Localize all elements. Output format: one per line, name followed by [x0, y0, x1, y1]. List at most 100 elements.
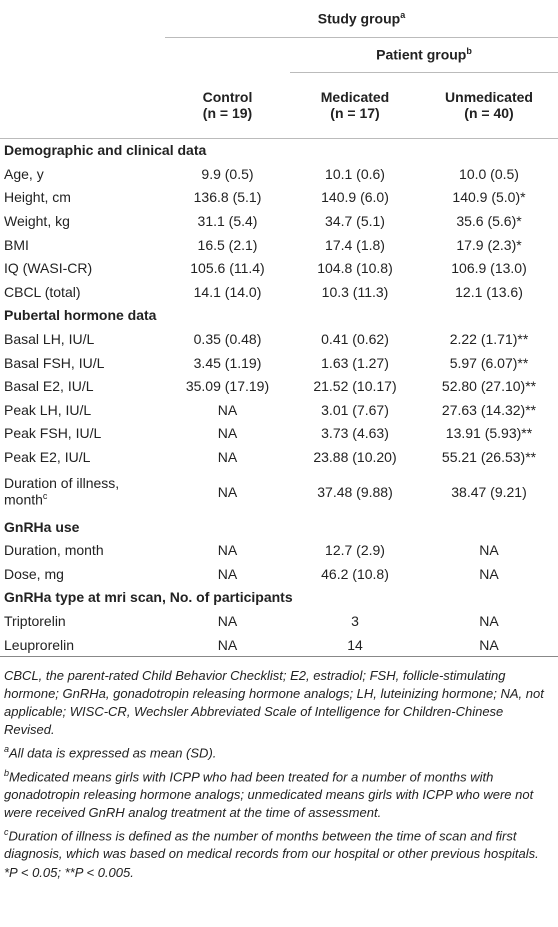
table-cell: 55.21 (26.53)**: [441, 449, 537, 466]
empty-cell: [165, 37, 290, 72]
table-cell: NA: [217, 542, 238, 559]
header-text: Patient group: [376, 46, 467, 63]
table-cell: 12.1 (13.6): [455, 283, 523, 300]
table-cell: NA: [217, 612, 238, 629]
section-row: GnRHa use: [0, 515, 558, 539]
footnote-text: Duration of illness is defined as the nu…: [4, 828, 539, 862]
label-text: Weight, kg: [4, 213, 70, 230]
table-row: CBCL (total) 14.1 (14.0) 10.3 (11.3) 12.1 (…: [0, 280, 558, 304]
table-cell: 3: [351, 612, 359, 629]
row-label: Age, y: [0, 162, 165, 186]
footnote-text: All data is expressed as mean (SD).: [9, 745, 217, 761]
row-label: Duration, month: [0, 538, 165, 562]
label-text: Dose, mg: [4, 565, 64, 582]
empty-cell: [0, 37, 165, 72]
table-cell: 21.52 (10.17): [313, 378, 397, 395]
table-cell: 106.9 (13.0): [451, 260, 527, 277]
section-row: Pubertal hormone data: [0, 304, 558, 328]
table-row: Peak LH, IU/L NA 3.01 (7.67) 27.63 (14.32)*…: [0, 398, 558, 422]
table-cell: 10.3 (11.3): [321, 283, 389, 300]
table-row: Basal LH, IU/L 0.35 (0.48) 0.41 (0.62) 2.22…: [0, 327, 558, 351]
table-cell: 52.80 (27.10)**: [441, 378, 537, 395]
row-label: Height, cm: [0, 186, 165, 210]
table-row: Duration, month NA 12.7 (2.9) NA: [0, 538, 558, 562]
row-label: Leuprorelin: [0, 633, 165, 657]
data-table: Study groupa Patient groupb Control (n = 19…: [0, 0, 558, 657]
label-text: Peak E2, IU/L: [4, 449, 91, 466]
row-label: IQ (WASI-CR): [0, 256, 165, 280]
table-cell: 3.01 (7.67): [321, 401, 389, 418]
footnote-text: Medicated means girls with ICPP who had …: [4, 769, 534, 821]
footnote: bMedicated means girls with ICPP who had…: [4, 764, 554, 822]
column-name: Unmedicated: [445, 89, 533, 105]
footnote-marker: c: [42, 491, 48, 502]
label-text: Duration, month: [4, 542, 104, 559]
footnote: aAll data is expressed as mean (SD).: [4, 740, 554, 762]
table-cell: NA: [479, 636, 499, 653]
table-cell: 38.47 (9.21): [451, 483, 527, 500]
footnote-marker: a: [4, 744, 10, 755]
table-cell: 35.09 (17.19): [185, 378, 270, 395]
footnote-marker: a: [400, 9, 406, 20]
table-row: Height, cm 136.8 (5.1) 140.9 (6.0) 140.9 (5…: [0, 186, 558, 210]
table-cell: 3.73 (4.63): [321, 425, 389, 442]
footnotes: CBCL, the parent-rated Child Behavior Ch…: [0, 657, 558, 882]
label-text: Peak LH, IU/L: [4, 401, 92, 418]
footnote-marker: b: [4, 767, 10, 778]
table-cell: 105.6 (11.4): [190, 260, 265, 277]
table-cell: NA: [217, 425, 238, 442]
row-label: Peak FSH, IU/L: [0, 422, 165, 446]
table-cell: NA: [479, 565, 499, 582]
table-row: Leuprorelin NA 14 NA: [0, 633, 558, 657]
row-label: Peak LH, IU/L: [0, 398, 165, 422]
column-header: Unmedicated (n = 40): [420, 72, 558, 138]
table-cell: 17.9 (2.3)*: [456, 236, 522, 253]
label-text: IQ (WASI-CR): [4, 260, 93, 277]
table-row: Peak FSH, IU/L NA 3.73 (4.63) 13.91 (5.93)*…: [0, 422, 558, 446]
footnote: CBCL, the parent-rated Child Behavior Ch…: [4, 668, 544, 738]
label-text: CBCL (total): [4, 283, 81, 300]
table-cell: 34.7 (5.1): [325, 213, 385, 230]
label-text: Basal LH, IU/L: [4, 331, 95, 348]
table-cell: NA: [217, 449, 238, 466]
label-text: Height, cm: [4, 189, 71, 206]
table-cell: 140.9 (5.0)*: [452, 189, 526, 206]
header-row: Study groupa: [0, 0, 558, 38]
header-row: Patient groupb: [0, 37, 558, 73]
table-cell: 16.5 (2.1): [197, 236, 258, 253]
empty-cell: [0, 72, 165, 138]
table-row: Basal FSH, IU/L 3.45 (1.19) 1.63 (1.27) 5.9…: [0, 351, 558, 375]
section-title: GnRHa use: [4, 518, 80, 535]
column-name: Control: [202, 88, 253, 105]
label-text: BMI: [4, 236, 29, 253]
header-cell: Patient groupb: [290, 37, 558, 73]
row-label: Dose, mg: [0, 562, 165, 586]
column-header: Control (n = 19): [165, 72, 290, 138]
table-row: Basal E2, IU/L 35.09 (17.19) 21.52 (10.17)…: [0, 374, 558, 398]
label-text: Basal E2, IU/L: [4, 378, 94, 395]
table-row: Weight, kg 31.1 (5.4) 34.7 (5.1) 35.6 (5.6)…: [0, 209, 558, 233]
label-text: Triptorelin: [4, 612, 66, 629]
footnote-marker: b: [466, 46, 472, 57]
label-text: Duration of illness, month: [4, 475, 120, 509]
column-n: (n = 19): [202, 104, 253, 121]
header-text: Study group: [317, 10, 401, 27]
section-title: Demographic and clinical data: [4, 142, 207, 159]
row-label: CBCL (total): [0, 280, 165, 304]
table-cell: NA: [217, 483, 238, 500]
section-row: Demographic and clinical data: [0, 138, 558, 162]
section-title: GnRHa type at mri scan, No. of participa…: [4, 589, 293, 606]
table-cell: 0.35 (0.48): [193, 331, 262, 348]
table-cell: 46.2 (10.8): [321, 565, 389, 582]
table-cell: 14.1 (14.0): [193, 283, 262, 300]
table-cell: 14: [347, 636, 363, 653]
table-cell: 104.8 (10.8): [317, 260, 393, 277]
label-text: Leuprorelin: [4, 636, 75, 653]
header-row: Control (n = 19) Medicated (n = 17) Unmedica…: [0, 72, 558, 138]
table-cell: 23.88 (10.20): [313, 449, 397, 466]
table-row: Age, y 9.9 (0.5) 10.1 (0.6) 10.0 (0.5): [0, 162, 558, 186]
row-label: Triptorelin: [0, 609, 165, 633]
column-n: (n = 40): [464, 105, 514, 121]
column-name: Medicated: [320, 89, 390, 105]
